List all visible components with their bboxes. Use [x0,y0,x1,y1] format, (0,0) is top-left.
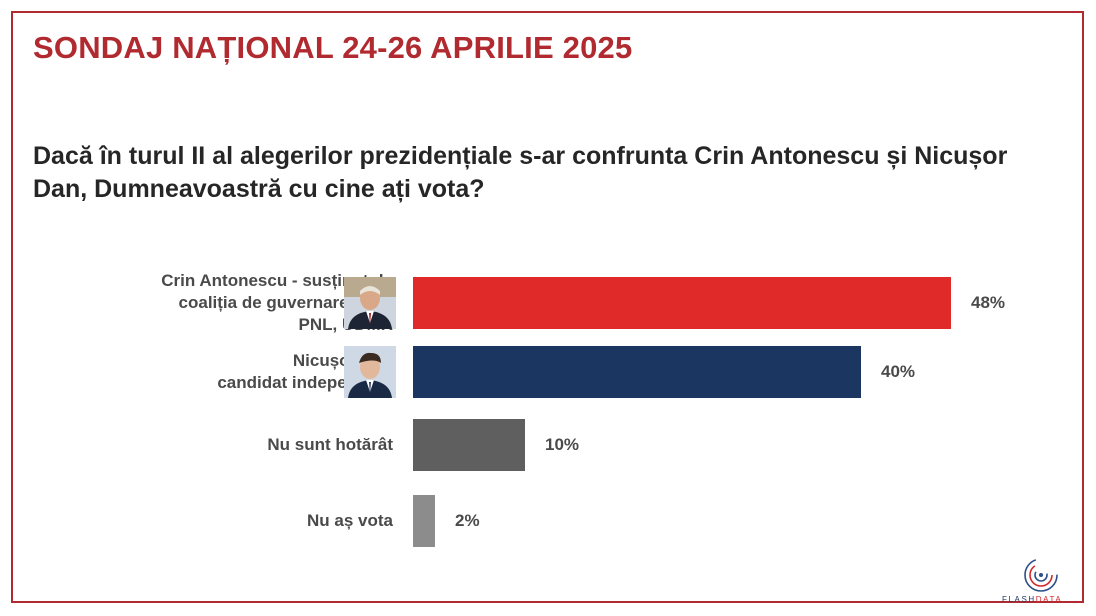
slide-frame [11,11,1084,603]
spiral-logo-icon [1022,556,1060,599]
category-label-line: Nu aș vota [307,511,393,530]
category-label-line: Nu sunt hotărât [267,435,393,454]
candidate-photo-antonescu [344,277,396,329]
logo-text-part2: DATA [1035,595,1063,604]
data-label: 10% [545,435,580,454]
category-label: Nu aș vota [307,510,393,532]
data-label: 48% [971,293,1006,312]
data-label: 40% [881,362,916,381]
category-label-line: coaliția de guvernare PSD, [178,293,393,312]
candidate-photo-dan [344,346,396,398]
logo-text-part1: FLASH [1002,595,1036,604]
bar [413,495,435,547]
page-title: SONDAJ NAȚIONAL 24-26 APRILIE 2025 [33,30,633,65]
data-label: 2% [455,511,480,530]
category-label: Nu sunt hotărât [267,434,393,456]
logo-text: FLASHDATA [1002,595,1062,604]
bar [413,346,861,398]
bar [413,277,951,329]
question-text: Dacă în turul II al alegerilor prezidenț… [33,142,1008,203]
category-label-line: Crin Antonescu - susținut de [161,271,393,290]
bar [413,419,525,471]
